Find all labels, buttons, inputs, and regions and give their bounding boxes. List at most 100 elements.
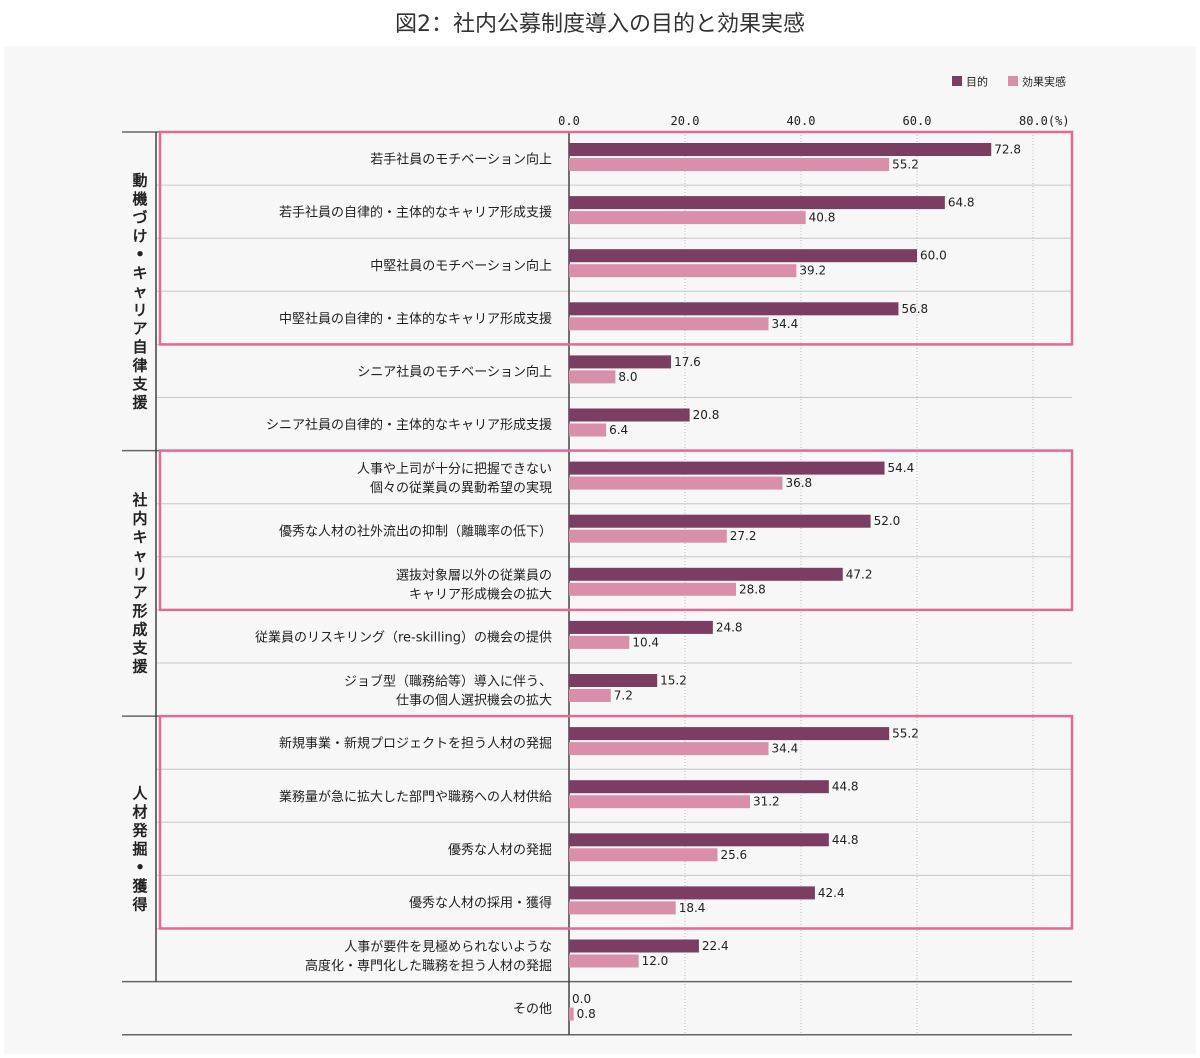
bar-effect bbox=[569, 954, 639, 968]
data-label-effect: 27.2 bbox=[730, 529, 757, 543]
data-label-effect: 36.8 bbox=[785, 476, 812, 490]
category-label: その他 bbox=[513, 1002, 552, 1017]
data-label-purpose: 56.8 bbox=[901, 302, 928, 316]
x-tick-label: 20.0 bbox=[671, 114, 700, 128]
bar-purpose bbox=[569, 249, 917, 263]
bar-purpose bbox=[569, 833, 829, 847]
x-tick-label: 40.0 bbox=[787, 114, 816, 128]
data-label-purpose: 15.2 bbox=[660, 674, 687, 688]
bar-purpose bbox=[569, 620, 713, 634]
category-label: 人事が要件を見極められないような bbox=[344, 939, 552, 955]
highlight-box bbox=[158, 714, 1074, 930]
bar-purpose bbox=[569, 886, 815, 900]
data-label-effect: 18.4 bbox=[679, 901, 706, 915]
bar-purpose bbox=[569, 196, 945, 210]
bar-effect bbox=[569, 211, 806, 225]
group-label: 社内キャリア形成支援 bbox=[131, 491, 148, 675]
legend-label: 効果実感 bbox=[1022, 75, 1066, 89]
bar-effect bbox=[569, 635, 630, 649]
category-label: キャリア形成機会の拡大 bbox=[409, 587, 552, 602]
category-label: 選抜対象層以外の従業員の bbox=[396, 567, 552, 583]
bar-purpose bbox=[569, 355, 672, 369]
category-label: 中堅社員のモチベーション向上 bbox=[370, 258, 552, 274]
data-label-purpose: 72.8 bbox=[994, 143, 1021, 157]
data-label-effect: 39.2 bbox=[799, 264, 826, 278]
legend-swatch bbox=[952, 76, 962, 86]
x-tick-label: 60.0 bbox=[903, 114, 932, 128]
bar-purpose bbox=[569, 780, 829, 794]
category-label: 優秀な人材の発掘 bbox=[448, 843, 552, 858]
page-title: 図2：社内公募制度導入の目的と効果実感 bbox=[395, 12, 805, 37]
bar-purpose bbox=[569, 461, 885, 475]
category-label: 仕事の個人選択機会の拡大 bbox=[396, 694, 552, 709]
data-label-purpose: 44.8 bbox=[832, 780, 859, 794]
data-label-purpose: 52.0 bbox=[874, 514, 901, 528]
bar-purpose bbox=[569, 514, 871, 528]
bar-effect bbox=[569, 317, 769, 331]
bar-effect bbox=[569, 476, 783, 490]
bar-purpose bbox=[569, 302, 899, 316]
data-label-purpose: 55.2 bbox=[892, 727, 919, 741]
highlight-box bbox=[158, 130, 1074, 346]
x-tick-label: 0.0 bbox=[558, 114, 580, 128]
bar-purpose bbox=[569, 143, 992, 156]
category-label: 優秀な人材の採用・獲得 bbox=[409, 895, 552, 911]
category-label: 個々の従業員の異動希望の実現 bbox=[370, 480, 552, 496]
data-label-effect: 31.2 bbox=[753, 795, 780, 809]
bar-effect bbox=[569, 689, 611, 702]
bar-purpose bbox=[569, 567, 843, 581]
data-label-purpose: 20.8 bbox=[693, 408, 720, 422]
bar-effect bbox=[569, 795, 750, 809]
bar-effect bbox=[569, 264, 797, 278]
category-label: 新規事業・新規プロジェクトを担う人材の発掘 bbox=[279, 736, 552, 752]
data-label-effect: 12.0 bbox=[642, 954, 669, 968]
data-label-effect: 55.2 bbox=[892, 158, 919, 172]
data-label-effect: 34.4 bbox=[772, 317, 799, 331]
highlight-box bbox=[158, 449, 1074, 612]
data-label-purpose: 22.4 bbox=[702, 939, 729, 953]
data-label-purpose: 42.4 bbox=[818, 886, 845, 900]
data-label-purpose: 24.8 bbox=[716, 620, 743, 634]
category-label: 中堅社員の自律的・主体的なキャリア形成支援 bbox=[279, 311, 552, 327]
bar-purpose bbox=[569, 939, 699, 953]
bar-purpose bbox=[569, 674, 658, 687]
group-label: 人材発掘•獲得 bbox=[131, 784, 148, 913]
legend-label: 目的 bbox=[966, 75, 988, 89]
category-label: 従業員のリスキリング（re-skilling）の機会の提供 bbox=[255, 629, 552, 645]
bar-purpose bbox=[569, 408, 690, 422]
data-label-purpose: 64.8 bbox=[948, 196, 975, 210]
data-label-purpose: 47.2 bbox=[846, 567, 873, 581]
data-label-effect: 0.8 bbox=[577, 1007, 596, 1021]
data-label-effect: 40.8 bbox=[809, 211, 836, 225]
bar-effect bbox=[569, 529, 727, 543]
data-label-effect: 34.4 bbox=[772, 742, 799, 756]
x-tick-label: 80.0(%) bbox=[1019, 114, 1070, 128]
data-label-effect: 28.8 bbox=[739, 582, 766, 596]
category-label: 業務量が急に拡大した部門や職務への人材供給 bbox=[279, 789, 552, 805]
data-label-effect: 7.2 bbox=[614, 689, 633, 703]
bar-chart: 目的 効果実感 0.0 20.0 40.0 60.0 80.0(%) 動機づけ•キャリア自律支… bbox=[122, 75, 1074, 1036]
chart-panel: 目的 効果実感 0.0 20.0 40.0 60.0 80.0(%) 動機づけ•キャリア自律支… bbox=[4, 46, 1196, 1054]
data-label-effect: 6.4 bbox=[609, 423, 628, 437]
category-label: 優秀な人材の社外流出の抑制（離職率の低下） bbox=[279, 523, 552, 539]
bar-effect bbox=[569, 158, 890, 171]
category-label: 高度化・専門化した職務を担う人材の発掘 bbox=[305, 958, 552, 974]
category-label: ジョブ型（職務給等）導入に伴う、 bbox=[344, 674, 552, 690]
data-label-effect: 10.4 bbox=[632, 635, 659, 649]
category-label: 若手社員の自律的・主体的なキャリア形成支援 bbox=[279, 205, 552, 221]
data-label-purpose: 60.0 bbox=[920, 249, 947, 263]
data-label-purpose: 0.0 bbox=[572, 992, 591, 1006]
bar-effect bbox=[569, 742, 769, 756]
category-label: 人事や上司が十分に把握できない bbox=[357, 462, 552, 477]
bar-effect bbox=[569, 582, 737, 596]
legend-swatch bbox=[1008, 76, 1018, 86]
bar-effect bbox=[569, 901, 676, 915]
category-label: シニア社員の自律的・主体的なキャリア形成支援 bbox=[266, 417, 552, 433]
category-label: 若手社員のモチベーション向上 bbox=[370, 152, 552, 168]
bar-effect bbox=[569, 1007, 574, 1021]
bar-effect bbox=[569, 848, 718, 862]
data-label-effect: 8.0 bbox=[618, 370, 637, 384]
data-label-purpose: 44.8 bbox=[832, 833, 859, 847]
data-label-purpose: 17.6 bbox=[674, 355, 701, 369]
data-label-purpose: 54.4 bbox=[888, 461, 915, 475]
